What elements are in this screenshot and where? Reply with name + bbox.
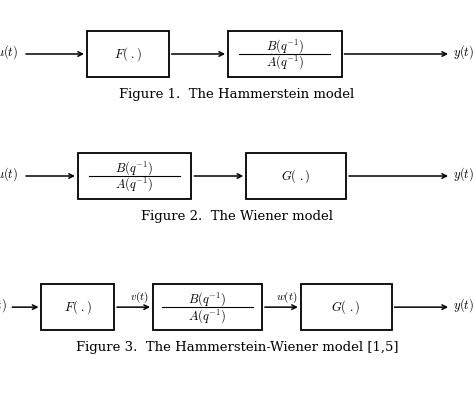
Bar — [78, 153, 191, 199]
Text: $y(t)$: $y(t)$ — [453, 166, 474, 183]
Bar — [246, 153, 346, 199]
Text: $G(\ .)$: $G(\ .)$ — [331, 298, 361, 316]
Text: $u(t)$: $u(t)$ — [0, 166, 18, 183]
Text: $F(\ .)$: $F(\ .)$ — [64, 298, 91, 316]
Bar — [41, 284, 114, 330]
Bar — [153, 284, 262, 330]
Text: $B(q^{-1})$: $B(q^{-1})$ — [188, 291, 227, 309]
Text: Figure 2.  The Wiener model: Figure 2. The Wiener model — [141, 209, 333, 223]
Text: Figure 3.  The Hammerstein-Wiener model [1,5]: Figure 3. The Hammerstein-Wiener model [… — [76, 341, 398, 354]
Text: $B(q^{-1})$: $B(q^{-1})$ — [265, 38, 304, 55]
Bar — [87, 31, 169, 77]
Text: $A(q^{-1})$: $A(q^{-1})$ — [188, 307, 227, 325]
Bar — [228, 31, 342, 77]
Text: $B(q^{-1})$: $B(q^{-1})$ — [116, 159, 154, 177]
Text: $u(t)$: $u(t)$ — [0, 297, 7, 314]
Bar — [301, 284, 392, 330]
Text: $v(t)$: $v(t)$ — [130, 290, 149, 305]
Text: $u(t)$: $u(t)$ — [0, 44, 18, 62]
Text: $F(\ .)$: $F(\ .)$ — [114, 45, 142, 63]
Text: $G(\ .)$: $G(\ .)$ — [282, 167, 311, 185]
Text: $A(q^{-1})$: $A(q^{-1})$ — [116, 176, 154, 193]
Text: $y(t)$: $y(t)$ — [453, 44, 474, 62]
Text: Figure 1.  The Hammerstein model: Figure 1. The Hammerstein model — [119, 88, 355, 100]
Text: $y(t)$: $y(t)$ — [453, 297, 474, 314]
Text: $w(t)$: $w(t)$ — [275, 290, 297, 305]
Text: $A(q^{-1})$: $A(q^{-1})$ — [265, 54, 304, 71]
